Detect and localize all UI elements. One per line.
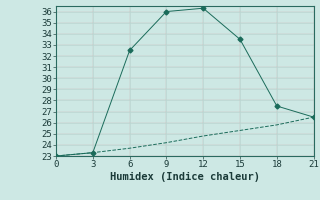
X-axis label: Humidex (Indice chaleur): Humidex (Indice chaleur) xyxy=(110,172,260,182)
